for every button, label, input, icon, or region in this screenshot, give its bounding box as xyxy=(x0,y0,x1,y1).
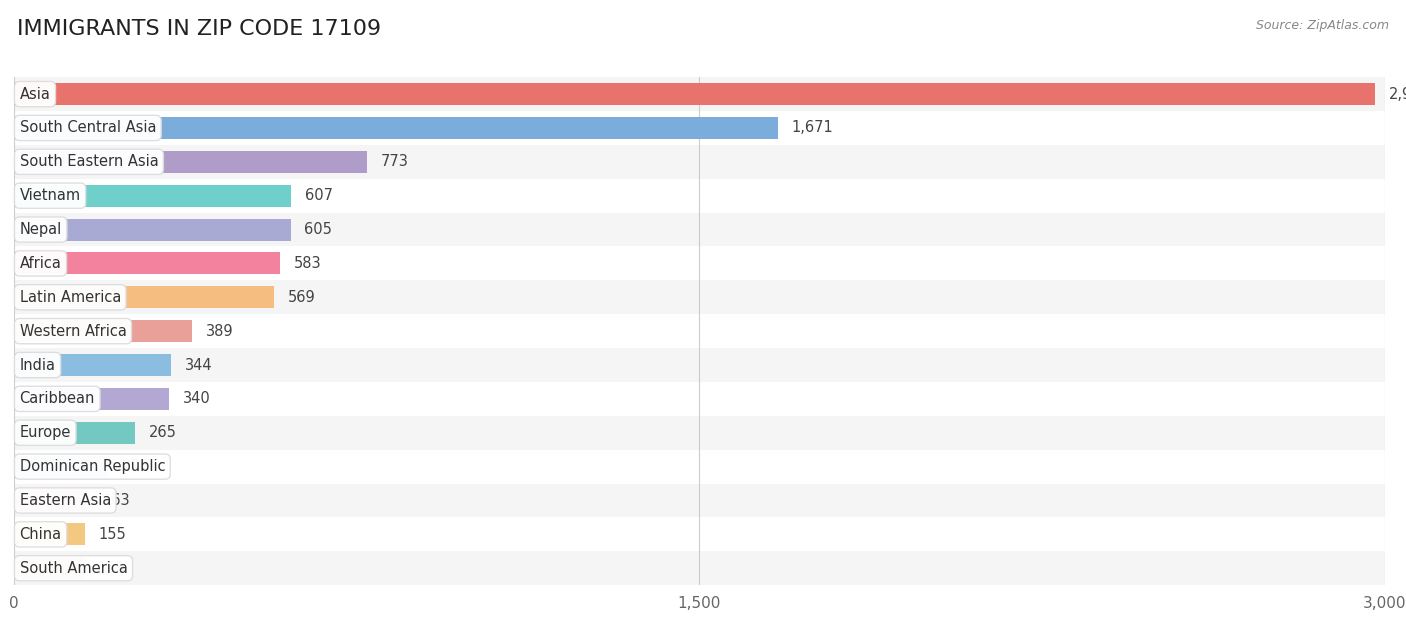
Bar xyxy=(14,151,367,173)
Text: 206: 206 xyxy=(122,459,150,474)
Bar xyxy=(14,286,274,308)
Text: 155: 155 xyxy=(98,527,127,542)
Bar xyxy=(14,246,1385,280)
Bar xyxy=(14,145,1385,179)
Text: IMMIGRANTS IN ZIP CODE 17109: IMMIGRANTS IN ZIP CODE 17109 xyxy=(17,19,381,39)
Bar xyxy=(14,523,84,545)
Bar xyxy=(14,185,291,206)
Text: China: China xyxy=(20,527,62,542)
Bar xyxy=(14,117,778,139)
Text: 265: 265 xyxy=(149,425,177,440)
Text: 583: 583 xyxy=(294,256,322,271)
Bar xyxy=(14,557,84,579)
Bar xyxy=(14,484,1385,518)
Text: 344: 344 xyxy=(186,358,212,372)
Text: Eastern Asia: Eastern Asia xyxy=(20,493,111,508)
Text: Vietnam: Vietnam xyxy=(20,188,80,203)
Bar xyxy=(14,77,1385,111)
Text: 153: 153 xyxy=(97,561,125,575)
Text: South Eastern Asia: South Eastern Asia xyxy=(20,154,159,169)
Text: Caribbean: Caribbean xyxy=(20,392,96,406)
Bar xyxy=(14,416,1385,449)
Bar xyxy=(14,219,291,240)
Bar xyxy=(14,489,89,511)
Bar xyxy=(14,388,170,410)
Text: India: India xyxy=(20,358,56,372)
Bar xyxy=(14,551,1385,585)
Text: South Central Asia: South Central Asia xyxy=(20,120,156,136)
Text: South America: South America xyxy=(20,561,128,575)
Bar xyxy=(14,382,1385,416)
Bar xyxy=(14,320,191,342)
Bar xyxy=(14,354,172,376)
Bar xyxy=(14,179,1385,213)
Text: 163: 163 xyxy=(103,493,129,508)
Text: 773: 773 xyxy=(381,154,409,169)
Text: 1,671: 1,671 xyxy=(792,120,834,136)
Bar xyxy=(14,280,1385,314)
Text: Latin America: Latin America xyxy=(20,290,121,305)
Text: Africa: Africa xyxy=(20,256,62,271)
Bar xyxy=(14,314,1385,348)
Bar xyxy=(14,213,1385,246)
Bar xyxy=(14,456,108,478)
Bar xyxy=(14,518,1385,551)
Bar xyxy=(14,83,1375,105)
Bar xyxy=(14,253,280,275)
Text: 2,979: 2,979 xyxy=(1389,87,1406,102)
Text: Dominican Republic: Dominican Republic xyxy=(20,459,165,474)
Text: Western Africa: Western Africa xyxy=(20,323,127,339)
Text: 607: 607 xyxy=(305,188,333,203)
Bar xyxy=(14,422,135,444)
Bar xyxy=(14,449,1385,484)
Text: Asia: Asia xyxy=(20,87,51,102)
Text: 340: 340 xyxy=(183,392,211,406)
Bar xyxy=(14,111,1385,145)
Text: 569: 569 xyxy=(288,290,315,305)
Text: 605: 605 xyxy=(304,222,332,237)
Text: 389: 389 xyxy=(205,323,233,339)
Bar xyxy=(14,348,1385,382)
Text: Source: ZipAtlas.com: Source: ZipAtlas.com xyxy=(1256,19,1389,32)
Text: Nepal: Nepal xyxy=(20,222,62,237)
Text: Europe: Europe xyxy=(20,425,70,440)
